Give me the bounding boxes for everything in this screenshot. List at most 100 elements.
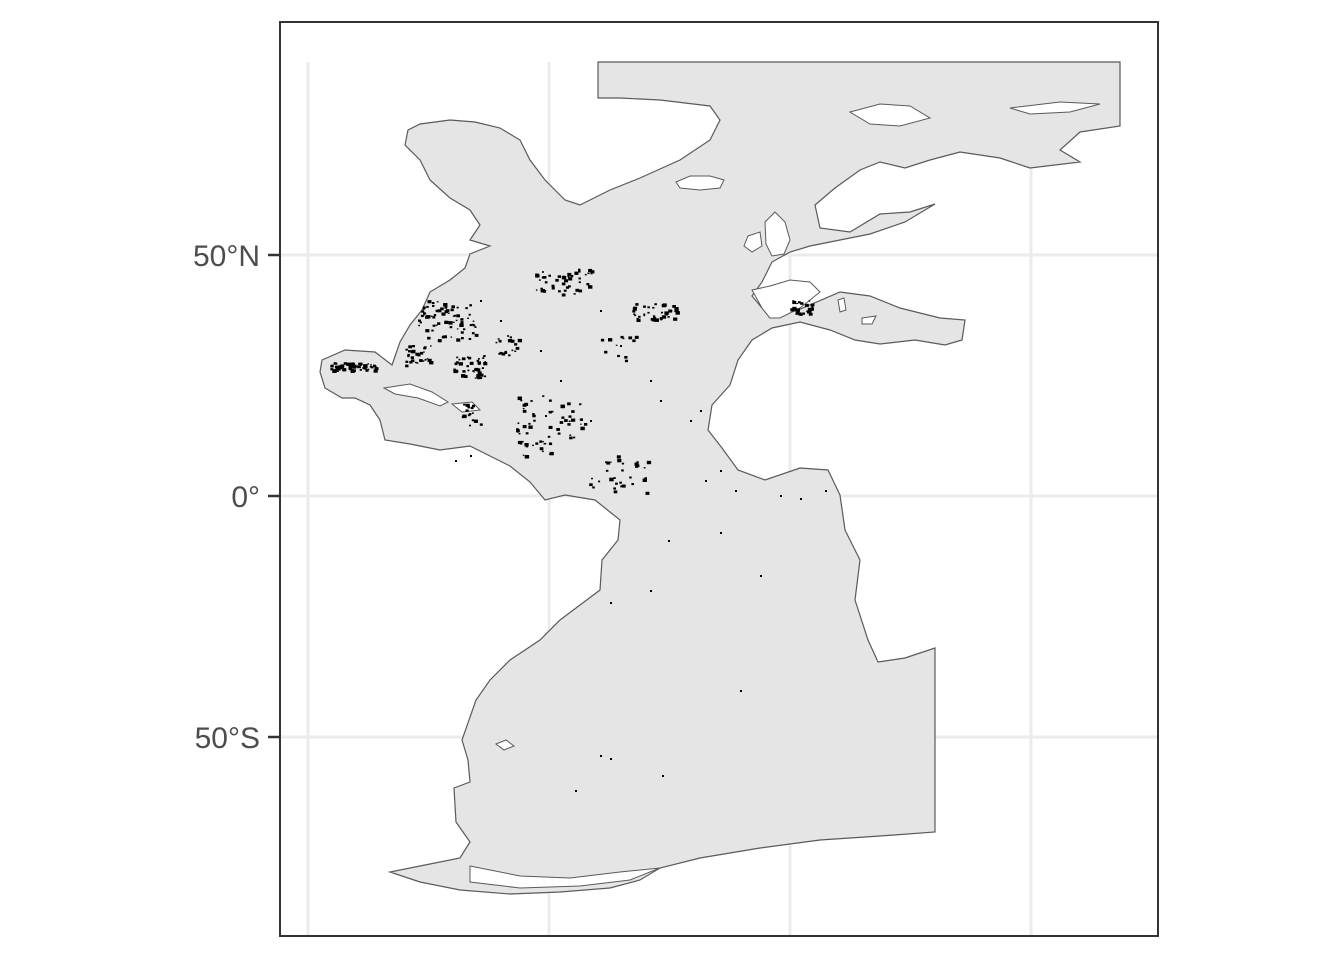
occurrence-point [568,420,571,422]
occurrence-point [440,307,444,311]
occurrence-point [332,369,337,373]
occurrence-point [551,287,555,290]
occurrence-point [590,420,592,422]
occurrence-point [462,370,466,373]
occurrence-point [465,307,468,310]
occurrence-point [456,328,459,330]
occurrence-point [354,364,357,367]
occurrence-point [643,314,646,317]
occurrence-point [580,426,585,431]
occurrence-point [333,362,336,365]
occurrence-point [652,306,655,309]
occurrence-point [808,312,813,316]
occurrence-point [500,320,502,322]
occurrence-point [621,469,624,472]
occurrence-point [450,308,454,312]
occurrence-point [535,289,538,291]
occurrence-point [450,336,453,338]
occurrence-point [564,279,568,283]
occurrence-point [501,352,506,356]
occurrence-point [416,362,419,364]
occurrence-point [498,339,502,343]
occurrence-point [605,469,609,472]
occurrence-point [616,455,621,459]
occurrence-point [480,300,482,302]
occurrence-point [600,338,605,342]
occurrence-point [521,440,524,443]
occurrence-point [431,329,434,332]
occurrence-point [465,409,469,412]
occurrence-point [425,329,430,333]
occurrence-point [798,301,801,304]
occurrence-point [373,364,376,367]
occurrence-point [578,277,581,280]
occurrence-point [497,338,500,340]
occurrence-point [592,486,595,489]
occurrence-point [556,428,560,431]
occurrence-point [363,364,368,369]
occurrence-point [510,339,515,343]
occurrence-point [472,370,475,372]
occurrence-point [471,419,475,422]
occurrence-point [461,357,466,361]
occurrence-point [520,399,523,402]
occurrence-point [426,305,429,308]
occurrence-point [795,311,800,315]
y-tick-label-50n: 50°N [193,240,260,273]
occurrence-point [498,352,501,355]
occurrence-point [674,307,679,311]
occurrence-point [621,462,625,465]
occurrence-point [605,461,608,464]
occurrence-point [522,407,525,410]
occurrence-point [571,418,576,422]
occurrence-point [622,337,625,340]
occurrence-point [543,276,547,279]
occurrence-point [410,356,414,359]
occurrence-point [468,413,472,416]
occurrence-point [495,341,498,344]
occurrence-point [456,356,459,359]
occurrence-point [541,450,544,453]
occurrence-point [615,344,618,346]
occurrence-point [514,350,517,352]
occurrence-point [448,312,450,314]
occurrence-point [610,758,612,760]
occurrence-point [624,359,628,363]
occurrence-point [613,490,618,494]
occurrence-point [455,363,458,366]
occurrence-point [469,424,471,427]
occurrence-point [634,335,639,339]
occurrence-point [524,402,529,406]
occurrence-point [560,380,562,382]
occurrence-point [424,358,427,361]
occurrence-point [539,447,544,451]
occurrence-point [610,602,612,604]
occurrence-point [444,310,449,314]
occurrence-point [532,413,535,415]
occurrence-point [518,432,521,435]
occurrence-point [483,355,486,357]
occurrence-point [792,306,797,311]
occurrence-point [800,302,804,305]
occurrence-point [478,358,480,360]
svalbard-island [848,103,932,127]
occurrence-point [362,367,365,369]
occurrence-point [509,336,512,339]
occurrence-point [653,316,657,320]
occurrence-point [336,363,338,365]
occurrence-point [590,272,593,275]
occurrence-point [807,307,813,312]
occurrence-point [636,461,639,464]
occurrence-point [455,460,457,462]
occurrence-point [453,369,458,374]
occurrence-point [575,288,580,292]
occurrence-point [470,406,474,410]
occurrence-point [419,351,424,355]
occurrence-point [664,311,669,315]
occurrence-point [735,490,737,492]
occurrence-point [589,483,593,487]
occurrence-point [422,308,425,310]
occurrence-point [662,775,664,777]
occurrence-point [479,373,484,377]
